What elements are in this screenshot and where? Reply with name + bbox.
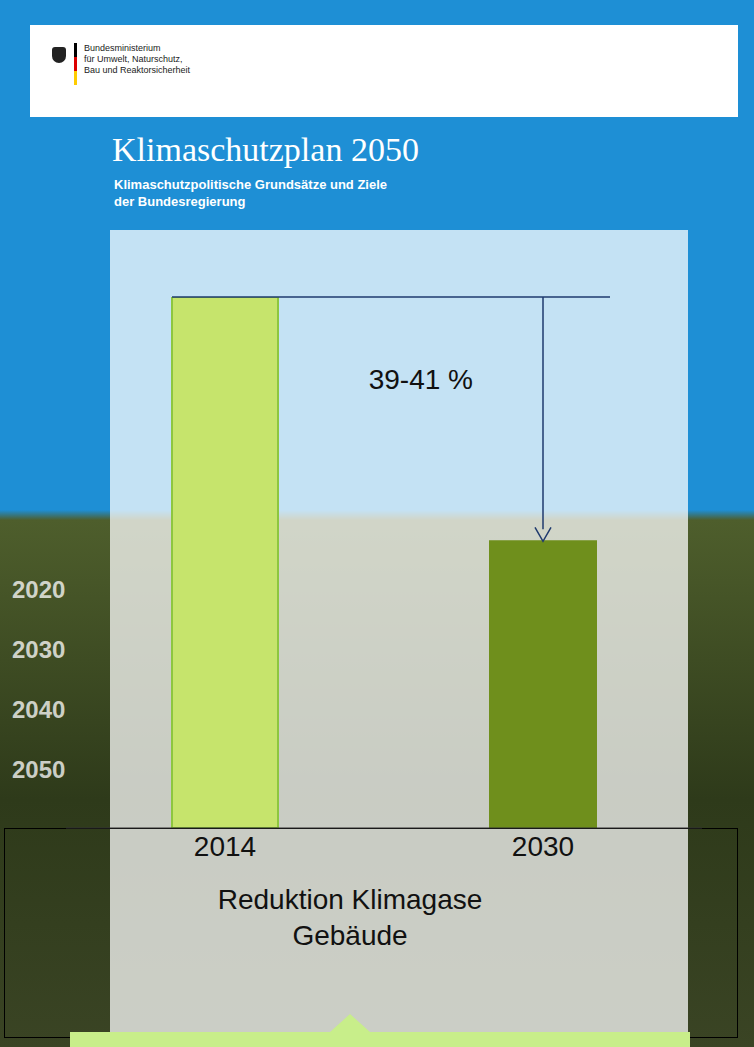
html-text:für Umwelt, Naturschutz,: für Umwelt, Naturschutz, bbox=[84, 54, 183, 64]
html-text:Klimaschutzpolitische Grundsät: Klimaschutzpolitische Grundsätze und Zie… bbox=[114, 177, 387, 192]
html-text:2040: 2040 bbox=[12, 696, 66, 723]
html-text:2030: 2030 bbox=[12, 636, 66, 663]
svg-text:39-41 %: 39-41 % bbox=[369, 364, 473, 395]
html-text:2020: 2020 bbox=[12, 576, 66, 603]
html-text:Klimaschutzplan 2050: Klimaschutzplan 2050 bbox=[112, 131, 419, 168]
svg-text:2030: 2030 bbox=[512, 831, 574, 862]
html-text:Bau und Reaktorsicherheit: Bau und Reaktorsicherheit bbox=[84, 65, 191, 75]
html-text:Reduktion Klimagase Gebäude: Reduktion Klimagase Gebäude bbox=[217, 884, 483, 951]
svg-text:2014: 2014 bbox=[194, 831, 256, 862]
html-text:Bundesministerium: Bundesministerium bbox=[84, 43, 161, 53]
html-text:der Bundesregierung: der Bundesregierung bbox=[114, 194, 246, 209]
html-text:2050: 2050 bbox=[12, 756, 66, 783]
